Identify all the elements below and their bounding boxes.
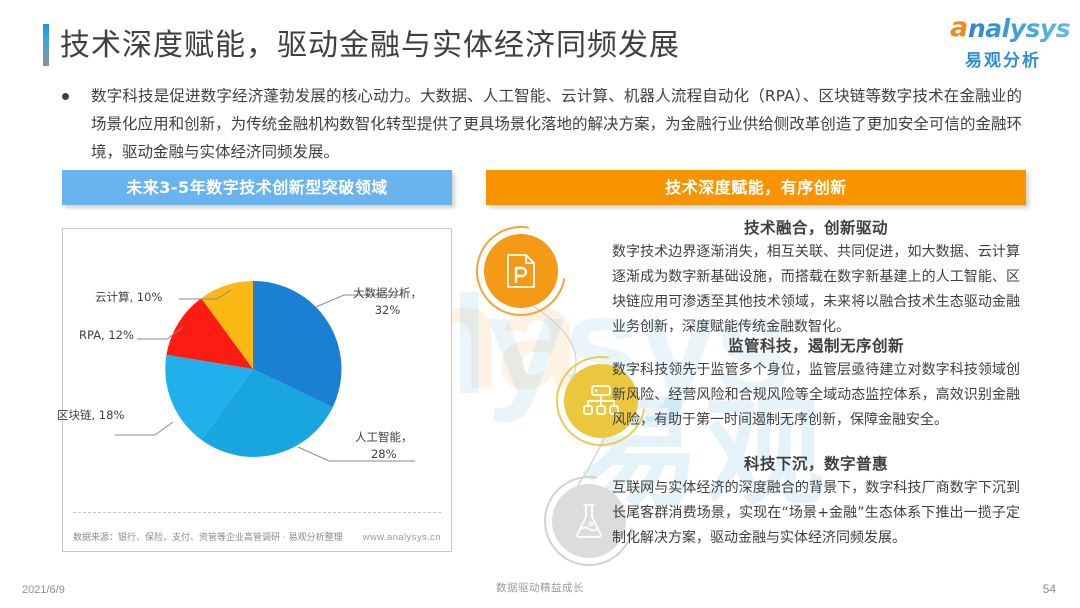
- leader-line-cloud: [179, 289, 232, 300]
- chart-footer: 数据来源：银行、保险、支付、资管等企业高管调研 · 易观分析整理 www.ana…: [73, 512, 441, 543]
- pie-slice-rpa: [166, 298, 253, 369]
- pie-label-big-data-line1: 大数据分析，: [353, 286, 422, 300]
- flask-icon: [576, 504, 602, 538]
- block-body-regtech: 数字科技领先于监管多个身位，监管层亟待建立对数字科技领域创新风险、经营风险和合规…: [612, 362, 1020, 428]
- footer-page-number: 54: [1042, 582, 1056, 596]
- logo-a-mark-icon: a: [950, 12, 969, 43]
- pie-chart-card: 云计算, 10% RPA, 12% 区块链, 18% 大数据分析， 32% 人工…: [57, 228, 453, 552]
- pie-label-ai-line2: 28%: [370, 447, 397, 461]
- badge-disc-document: [484, 234, 558, 308]
- pie-label-blockchain: 区块链, 18%: [57, 408, 125, 422]
- footer-tagline: 数据驱动精益成长: [496, 582, 584, 594]
- pie-label-ai-line1: 人工智能，: [355, 430, 413, 444]
- block-tech-fusion: 技术融合，创新驱动 数字技术边界逐渐消失，相互关联、共同促进，如大数据、云计算逐…: [612, 216, 1020, 340]
- banner-right: 技术深度赋能，有序创新: [486, 170, 1026, 205]
- pie-slice-ai: [201, 369, 333, 457]
- badge-document: [458, 208, 584, 334]
- block-title-tech-fusion: 技术融合，创新驱动: [743, 219, 888, 237]
- bullet-dot-icon: [62, 93, 69, 100]
- block-regtech: 监管科技，遏制无序创新 数字科技领先于监管多个身位，监管层亟待建立对数字科技领域…: [612, 334, 1020, 433]
- badge-disc-org-chart: [564, 364, 638, 438]
- chart-source-text: 数据来源：银行、保险、支付、资管等企业高管调研 · 易观分析整理: [73, 533, 343, 543]
- intro-bullet: 数字科技是促进数字经济蓬勃发展的核心动力。大数据、人工智能、云计算、机器人流程自…: [62, 82, 1022, 166]
- pie-label-ai: 人工智能， 28%: [355, 429, 413, 463]
- pie-slice-cloud: [201, 281, 253, 369]
- leader-line-rpa: [137, 326, 184, 340]
- title-accent-bar: [43, 24, 49, 66]
- leader-line-big-data: [315, 294, 403, 308]
- pie-label-big-data-line2: 32%: [374, 303, 401, 317]
- leader-line-ai: [297, 446, 415, 462]
- pie-chart-area: 云计算, 10% RPA, 12% 区块链, 18% 大数据分析， 32% 人工…: [57, 229, 453, 509]
- block-body-tech-fusion: 数字技术边界逐渐消失，相互关联、共同促进，如大数据、云计算逐渐成为数字新基础设施…: [612, 244, 1020, 335]
- analysys-logo: a nalysys 易观分析: [948, 12, 1071, 72]
- org-chart-icon: [583, 385, 619, 415]
- block-title-tech-sinking: 科技下沉，数字普惠: [743, 455, 888, 473]
- intro-bullet-text: 数字科技是促进数字经济蓬勃发展的核心动力。大数据、人工智能、云计算、机器人流程自…: [91, 87, 1022, 161]
- chart-url-text: www.analysys.cn: [362, 532, 441, 543]
- badge-flask: [526, 458, 652, 584]
- logo-wordmark-row: a nalysys: [948, 12, 1071, 44]
- pie-label-big-data: 大数据分析， 32%: [353, 285, 422, 319]
- pie-slice-big-data: [253, 280, 342, 408]
- banner-left: 未来3-5年数字技术创新型突破领域: [62, 170, 452, 205]
- pie-label-rpa: RPA, 12%: [79, 328, 134, 342]
- block-body-tech-sinking: 互联网与实体经济的深度融合的背景下，数字科技厂商数字下沉到长尾客群消费场景，实现…: [612, 480, 1020, 546]
- page-title: 技术深度赋能，驱动金融与实体经济同频发展: [60, 28, 680, 63]
- leader-line-blockchain: [115, 421, 174, 436]
- block-tech-sinking: 科技下沉，数字普惠 互联网与实体经济的深度融合的背景下，数字科技厂商数字下沉到长…: [612, 452, 1020, 551]
- logo-chinese-name: 易观分析: [965, 51, 1041, 71]
- badge-disc-flask: [552, 484, 626, 558]
- block-title-regtech: 监管科技，遏制无序创新: [727, 337, 904, 355]
- footer-date: 2021/6/9: [22, 584, 65, 596]
- pie-label-cloud: 云计算, 10%: [95, 290, 163, 304]
- pie-chart-svg: [115, 280, 415, 462]
- pie-slice-blockchain: [165, 354, 253, 440]
- document-p-icon: [507, 254, 535, 288]
- logo-wordmark: nalysys: [968, 14, 1071, 43]
- badge-org-chart: [538, 338, 664, 464]
